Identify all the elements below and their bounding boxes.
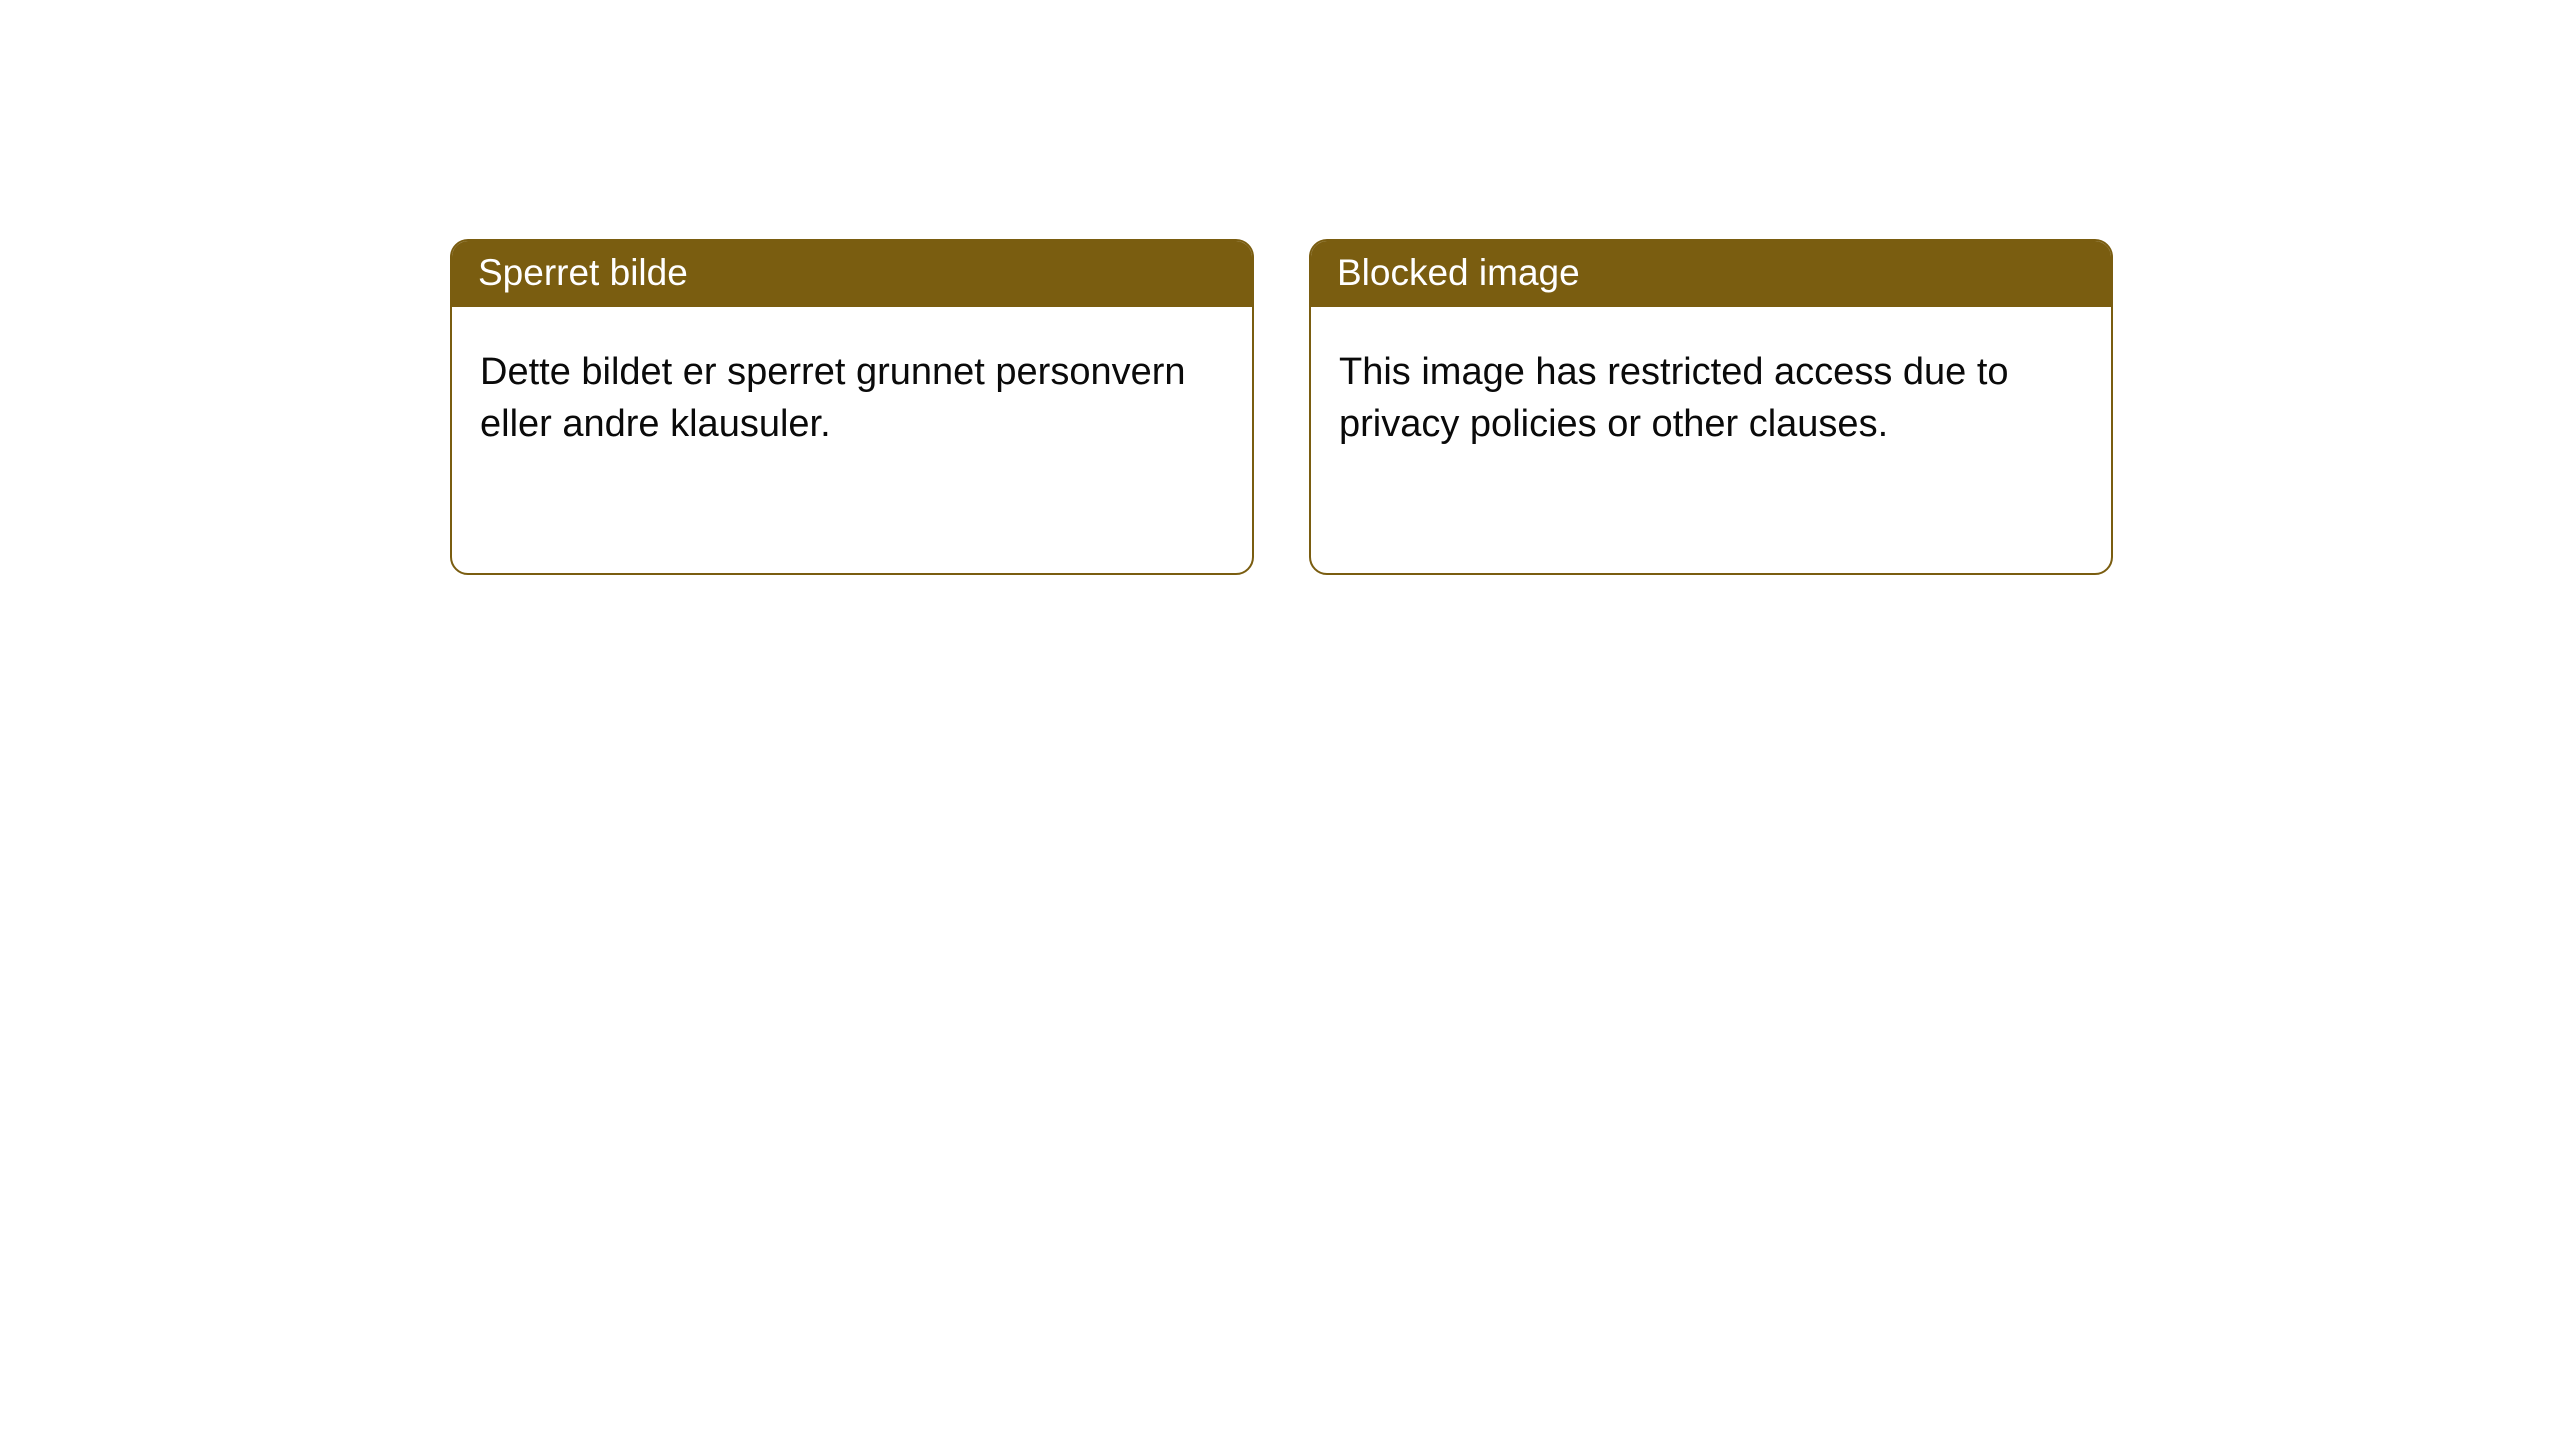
notice-header-english: Blocked image: [1311, 241, 2111, 307]
notice-card-english: Blocked image This image has restricted …: [1309, 239, 2113, 575]
notice-card-norwegian: Sperret bilde Dette bildet er sperret gr…: [450, 239, 1254, 575]
notice-header-norwegian: Sperret bilde: [452, 241, 1252, 307]
notice-body-norwegian: Dette bildet er sperret grunnet personve…: [452, 307, 1252, 470]
notice-container: Sperret bilde Dette bildet er sperret gr…: [0, 0, 2560, 575]
notice-body-english: This image has restricted access due to …: [1311, 307, 2111, 470]
